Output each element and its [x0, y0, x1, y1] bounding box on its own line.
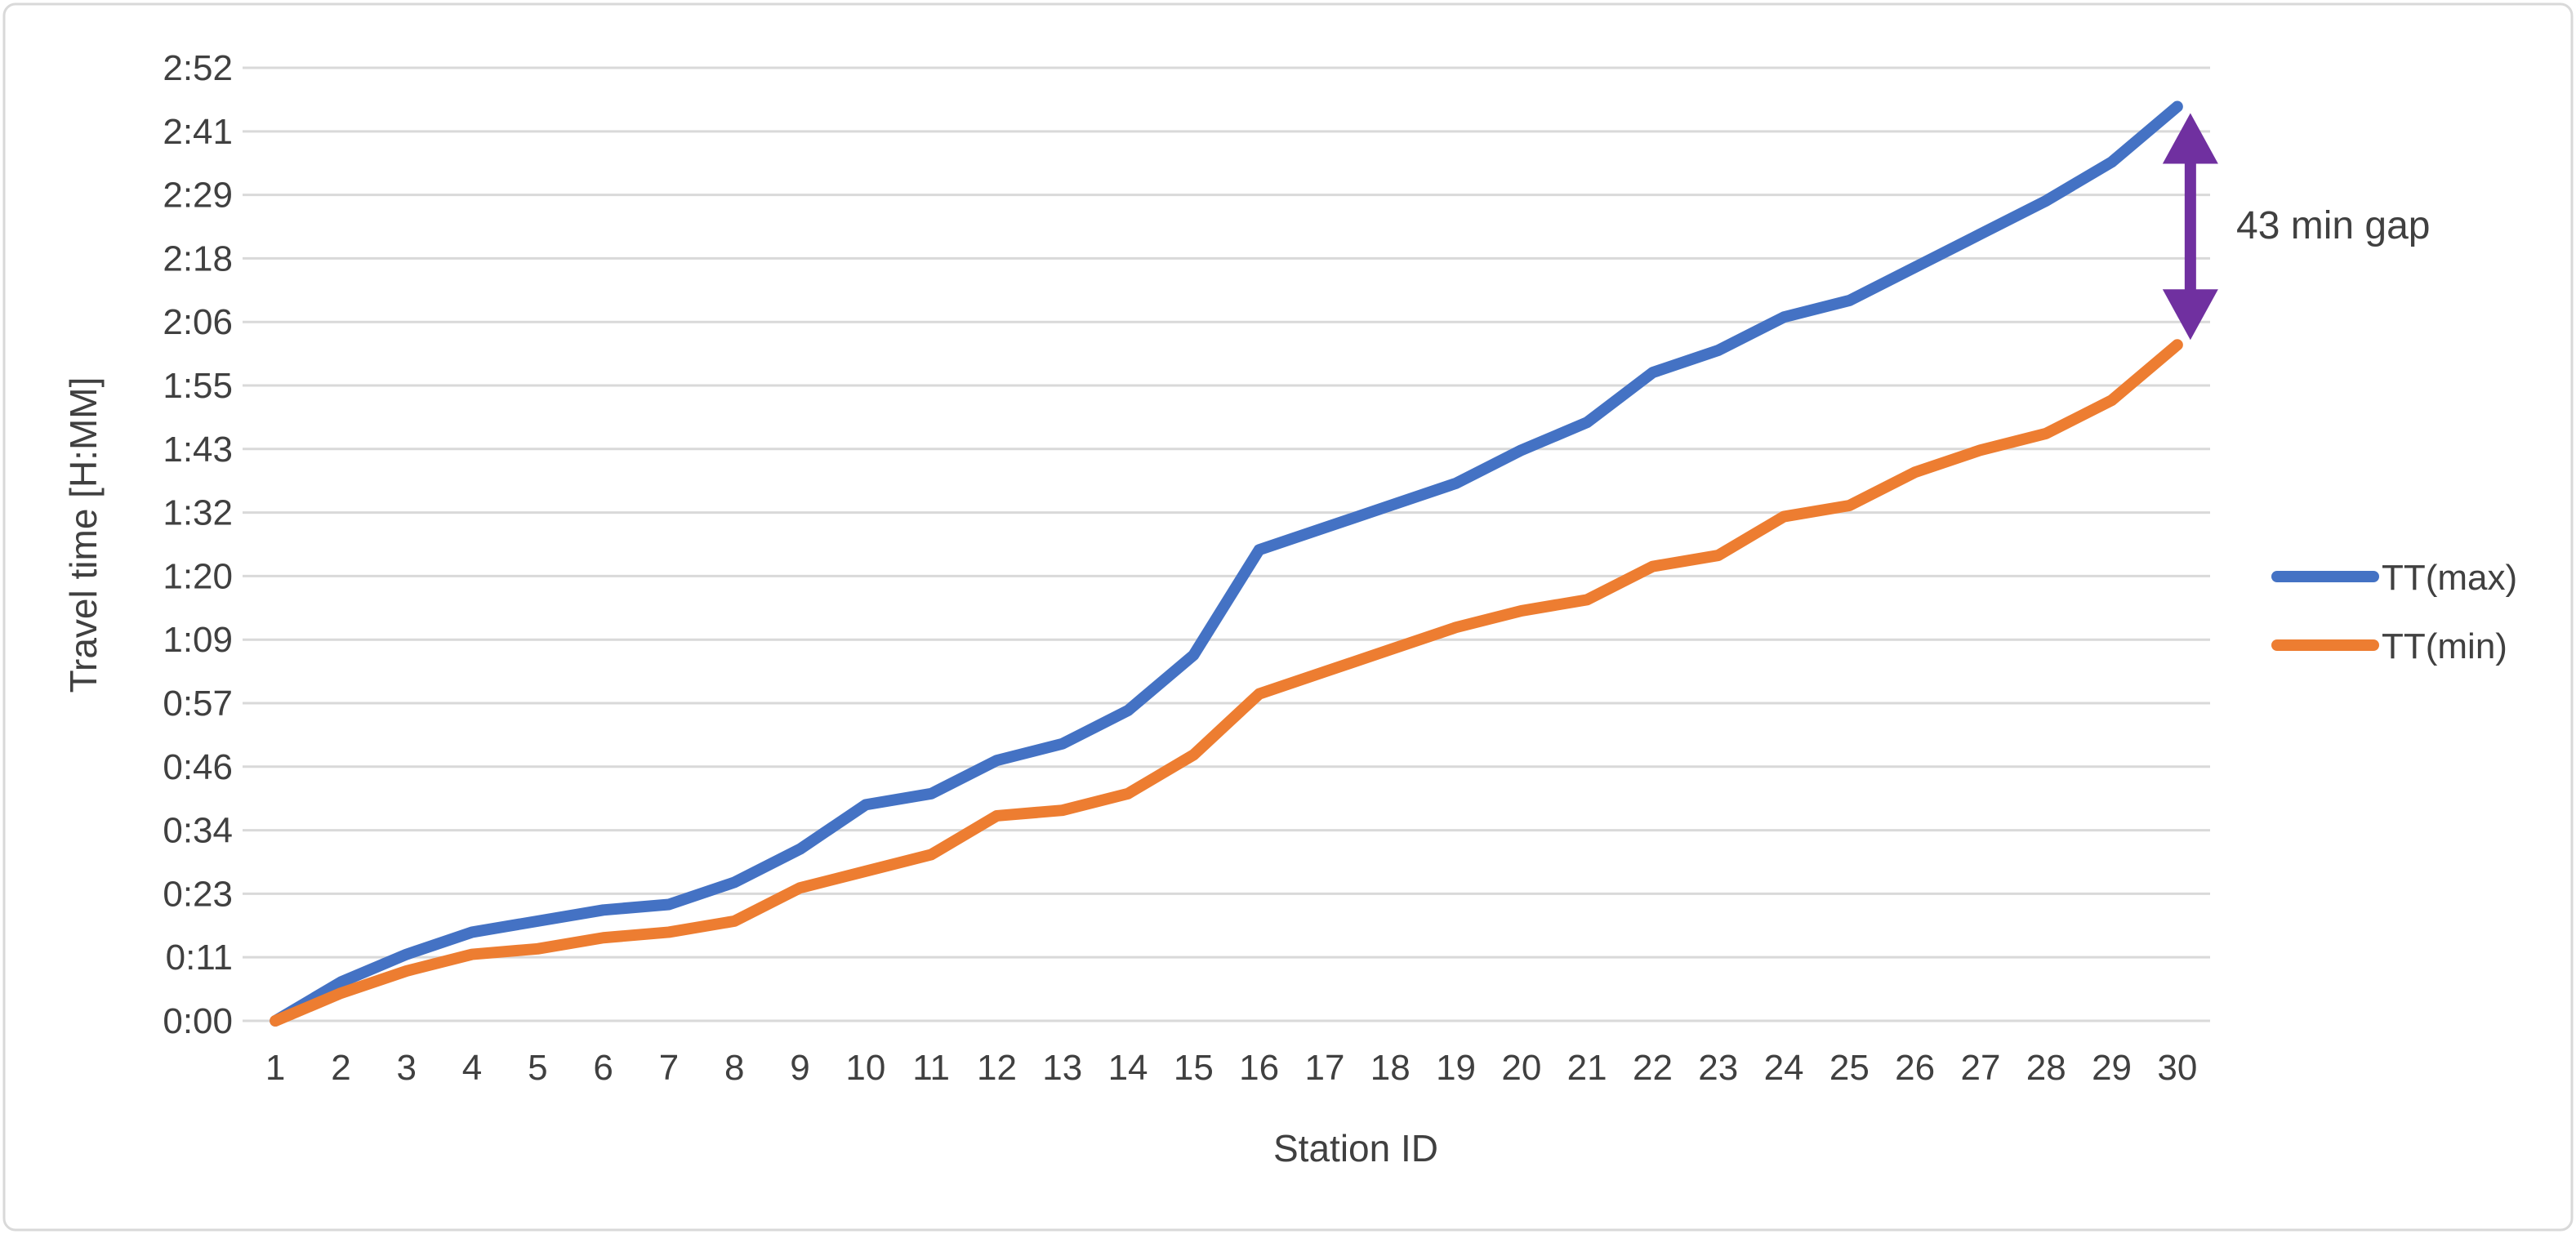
x-tick-label: 10 [845, 1048, 885, 1088]
legend-label-tt-max: TT(max) [2382, 558, 2517, 598]
x-tick-label: 25 [1829, 1048, 1870, 1088]
y-tick-label: 1:32 [163, 493, 233, 533]
gridlines [243, 66, 2210, 1022]
x-tick-label: 20 [1501, 1048, 1541, 1088]
y-tick-label: 2:06 [163, 302, 233, 342]
tt-max-line [270, 100, 2183, 1027]
x-tick-label: 16 [1239, 1048, 1279, 1088]
x-tick-label: 23 [1698, 1048, 1738, 1088]
y-tick-label: 1:55 [163, 366, 233, 406]
x-tick-label: 13 [1042, 1048, 1082, 1088]
x-tick-label: 28 [2026, 1048, 2066, 1088]
x-tick-label: 9 [790, 1048, 809, 1088]
y-tick-label: 2:18 [163, 238, 233, 278]
x-axis-title: Station ID [1273, 1127, 1438, 1169]
x-tick-label: 8 [724, 1048, 744, 1088]
x-tick-label: 26 [1895, 1048, 1935, 1088]
x-tick-label: 29 [2092, 1048, 2132, 1088]
y-tick-label: 0:00 [163, 1001, 233, 1041]
x-axis-tick-labels: 1 2 3 4 5 6 7 8 9 10 11 12 13 14 15 16 17 18 19 20 21 22 23 24 2… [265, 1048, 2197, 1088]
gap-arrow-shaft [2184, 160, 2196, 293]
legend: TT(max) TT(min) [2271, 558, 2517, 666]
gap-arrow-down-head [2162, 289, 2218, 341]
x-tick-label: 14 [1108, 1048, 1148, 1088]
x-tick-label: 17 [1304, 1048, 1344, 1088]
y-tick-label: 1:09 [163, 620, 233, 660]
x-tick-label: 12 [977, 1048, 1017, 1088]
x-tick-label: 11 [912, 1048, 950, 1088]
y-tick-label: 2:52 [163, 48, 233, 88]
x-tick-label: 21 [1567, 1048, 1607, 1088]
x-tick-label: 30 [2157, 1048, 2197, 1088]
x-tick-label: 22 [1633, 1048, 1673, 1088]
y-tick-label: 2:41 [163, 112, 233, 152]
x-tick-label: 4 [462, 1048, 482, 1088]
gap-arrow-icon [2162, 113, 2218, 341]
y-axis-tick-labels: 0:00 0:11 0:23 0:34 0:46 0:57 1:09 1:20 1:32 1:43… [163, 48, 233, 1041]
y-tick-label: 0:34 [163, 811, 233, 851]
y-tick-label: 0:46 [163, 747, 233, 787]
x-tick-label: 19 [1436, 1048, 1476, 1088]
y-tick-label: 0:11 [166, 938, 233, 978]
y-tick-label: 1:43 [163, 430, 233, 470]
legend-label-tt-min: TT(min) [2382, 626, 2507, 666]
tt-min-line [270, 339, 2183, 1027]
gap-arrow-up-head [2162, 113, 2218, 164]
x-tick-label: 5 [528, 1048, 547, 1088]
x-tick-label: 3 [397, 1048, 417, 1088]
y-tick-label: 2:29 [163, 176, 233, 216]
y-axis-title: Travel time [H:MM] [62, 377, 105, 693]
x-tick-label: 2 [331, 1048, 350, 1088]
x-tick-label: 7 [659, 1048, 679, 1088]
y-tick-label: 0:57 [163, 684, 233, 724]
x-tick-label: 6 [593, 1048, 613, 1088]
gap-annotation-label: 43 min gap [2236, 204, 2431, 247]
y-tick-label: 1:20 [163, 556, 233, 596]
x-tick-label: 24 [1764, 1048, 1804, 1088]
x-tick-label: 15 [1174, 1048, 1214, 1088]
x-tick-label: 27 [1960, 1048, 2000, 1088]
x-tick-label: 18 [1370, 1048, 1411, 1088]
y-tick-label: 0:23 [163, 874, 233, 914]
x-tick-label: 1 [265, 1048, 285, 1088]
